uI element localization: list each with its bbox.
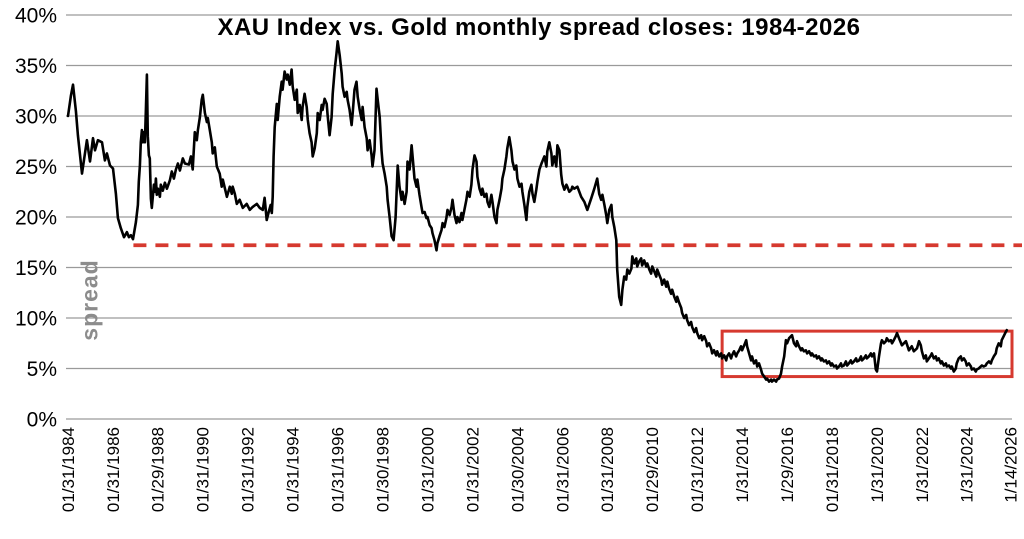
y-axis-tick-label: 0%: [27, 409, 57, 432]
y-axis-tick-label: 35%: [15, 55, 57, 78]
x-axis-tick-label: 1/14/2026: [1002, 427, 1021, 503]
x-axis-tick-label: 01/31/2000: [418, 427, 437, 512]
x-axis-tick-label: 01/31/2008: [598, 427, 617, 512]
y-axis-tick-label: 10%: [15, 308, 57, 331]
x-axis-tick-label: 01/31/1986: [104, 427, 123, 512]
spread-series-line: [66, 39, 1009, 383]
x-axis-tick-label: 01/31/2018: [823, 427, 842, 512]
x-axis-tick-label: 01/31/2002: [463, 427, 482, 512]
x-axis-tick-label: 1/31/2014: [733, 427, 752, 503]
y-axis-tick-label: 25%: [15, 156, 57, 179]
x-axis-tick-label: 01/30/2004: [508, 427, 527, 512]
x-axis-tick-label: 01/31/1984: [59, 427, 78, 512]
x-axis-tick-label: 01/30/1998: [373, 427, 392, 512]
y-axis-tick-label: 15%: [15, 257, 57, 280]
y-axis-tick-label: 5%: [27, 358, 57, 381]
y-axis-title: spread: [76, 259, 103, 341]
x-axis-tick-label: 01/31/2012: [688, 427, 707, 512]
chart-title: XAU Index vs. Gold monthly spread closes…: [217, 14, 861, 41]
x-axis-tick-label: 01/29/2010: [643, 427, 662, 512]
x-axis-tick-label: 01/31/1990: [194, 427, 213, 512]
x-axis-tick-label: 01/31/1992: [239, 427, 258, 512]
x-axis-tick-label: 01/29/1988: [149, 427, 168, 512]
x-axis-tick-label: 01/31/2006: [553, 427, 572, 512]
x-axis-tick-label: 01/31/1996: [329, 427, 348, 512]
x-axis-tick-label: 1/31/2020: [868, 427, 887, 503]
x-axis-tick-label: 1/29/2016: [778, 427, 797, 503]
consolidation-box: [720, 329, 1014, 379]
y-axis-tick-label: 40%: [15, 5, 57, 28]
y-axis-tick-label: 20%: [15, 207, 57, 230]
x-axis-tick-label: 01/31/1994: [284, 427, 303, 512]
x-axis-tick-label: 1/31/2022: [913, 427, 932, 503]
y-axis-tick-label: 30%: [15, 106, 57, 129]
x-axis-tick-label: 1/31/2024: [958, 427, 977, 503]
